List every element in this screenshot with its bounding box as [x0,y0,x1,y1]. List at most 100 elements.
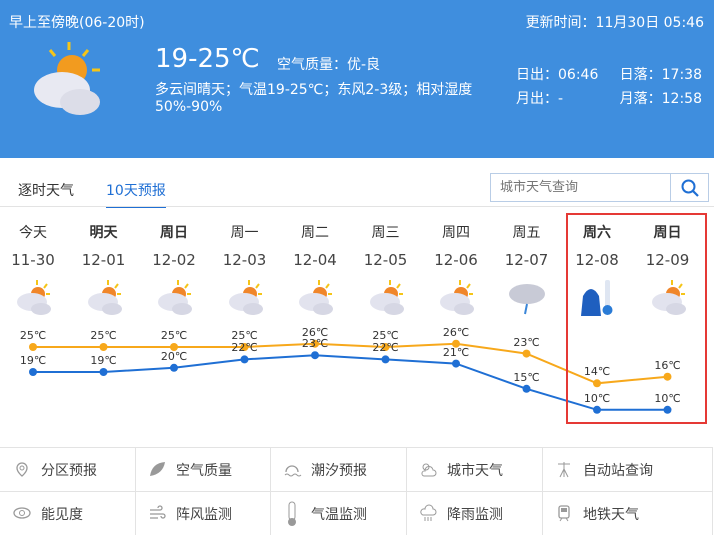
humidity: 50%-90% [155,99,223,115]
link-map-pin[interactable]: 分区预报 [0,447,136,491]
link-thermometer[interactable]: 气温监测 [271,491,407,535]
weekday-label: 周一 [230,225,259,241]
moonset: 月落：12:58 [619,91,702,107]
update-time: 更新时间：11月30日 05:46 [525,15,704,31]
search-input[interactable] [491,174,670,201]
partly-cloudy-icon [34,42,100,115]
low-temp-label: 10℃ [654,391,681,405]
period-label: 早上至傍晚(06-20时) [9,15,145,31]
low-temp-point [452,359,460,368]
link-sun-cloud[interactable]: 城市天气 [407,447,543,491]
air-quality: 空气质量：优-良 [277,57,381,73]
weekday-label: 周四 [442,225,470,241]
low-temp-point [170,363,178,372]
low-temp-point [29,368,37,376]
weather-icon-cell [210,278,280,318]
weekday-label: 周六 [583,225,611,241]
high-temp-point [663,372,672,381]
high-temp-label: 26℃ [301,325,329,339]
high-temp-label: 14℃ [583,365,611,379]
high-temp-label: 25℃ [231,329,258,342]
weather-icon-cell [139,278,209,318]
high-temp-label: 23℃ [513,335,540,349]
date-label: 12-09 [645,251,690,269]
search-button[interactable] [670,174,708,201]
date-label: 12-08 [575,251,619,269]
high-temp-point [240,343,249,351]
quick-links: 分区预报 空气质量 潮汐预报 城市天气 自动站查询能见度 阵风监测 气温监测 降雨监测 地铁天气 [0,447,714,535]
link-wind[interactable]: 阵风监测 [136,491,271,535]
high-temp-point [452,339,460,348]
sunset: 日落：17:38 [619,67,702,83]
link-tide[interactable]: 潮汐预报 [271,447,407,491]
link-label: 阵风监测 [176,506,232,523]
link-leaf[interactable]: 空气质量 [136,447,271,491]
sun-cloud-icon [421,463,437,476]
high-temp-label: 25℃ [372,329,399,342]
current-weather-header: 早上至傍晚(06-20时) 更新时间：11月30日 05:46 19-25℃ 空… [0,0,714,158]
partly-cloudy-icon [158,280,192,315]
tide-icon [284,464,302,476]
date-label: 12-05 [363,251,408,269]
date-label: 12-03 [222,251,267,269]
high-temp-point [381,343,390,351]
city-search [490,173,709,202]
low-temp-label: 22℃ [231,341,258,355]
wind-icon [150,504,166,519]
low-temp-label: 19℃ [90,354,117,367]
low-temp-label: 19℃ [19,354,47,367]
weekday-label: 明天 [89,225,118,241]
low-temp-label: 10℃ [583,391,611,405]
weather-icon-cell [562,278,632,318]
highlight-box [566,213,707,424]
high-temp-label: 25℃ [90,329,117,342]
leaf-icon [150,461,165,476]
weekday-label: 周三 [371,225,400,241]
high-temp-line [33,342,668,385]
partly-cloudy-icon [651,280,686,315]
date-label: 12-06 [434,251,478,269]
link-label: 地铁天气 [583,506,639,523]
partly-cloudy-icon [17,280,51,315]
partly-cloudy-icon [440,280,474,315]
weekday-label: 周日 [653,225,682,241]
tab-hourly[interactable]: 逐时天气 [18,183,74,199]
link-train[interactable]: 地铁天气 [543,491,713,535]
low-temp-point [663,405,672,414]
weekday-label: 周日 [160,225,188,241]
low-temp-label: 15℃ [513,370,540,384]
link-eye[interactable]: 能见度 [0,491,136,535]
low-temp-label: 21℃ [442,345,470,359]
low-temp-point [99,368,108,376]
sunrise: 日出：06:46 [516,67,599,83]
thermometer-icon [288,501,296,526]
link-label: 潮汐预报 [311,462,367,479]
weather-description: 多云间晴天；气温19-25℃；东风2-3级；相对湿度 [155,82,473,98]
high-temp-label: 26℃ [442,325,470,339]
date-label: 12-04 [293,251,337,269]
link-label: 空气质量 [176,462,232,479]
high-temp-label: 16℃ [654,358,681,372]
weekday-label: 周二 [301,225,329,241]
date-label: 11-30 [11,251,55,269]
link-label: 降雨监测 [447,506,503,523]
weather-icon-cell [0,278,68,318]
link-label: 气温监测 [311,506,367,523]
low-temp-label: 23℃ [301,337,329,351]
eye-icon [13,506,31,519]
weather-icon-cell [633,278,703,318]
link-weather-station[interactable]: 自动站查询 [543,447,713,491]
low-temp-point [593,405,601,414]
low-temp-label: 20℃ [160,349,188,363]
low-temp-point [240,355,249,364]
link-label: 城市天气 [447,462,503,479]
temperature-chart [29,339,672,414]
weekday-label: 周五 [512,225,541,241]
map-pin-icon [16,461,28,477]
low-temp-point [311,351,319,360]
date-label: 12-01 [81,251,126,269]
link-rain-cloud[interactable]: 降雨监测 [407,491,543,535]
weather-icon-cell [351,278,421,318]
date-label: 12-07 [504,251,549,269]
tab-10day[interactable]: 10天预报 [106,180,166,208]
